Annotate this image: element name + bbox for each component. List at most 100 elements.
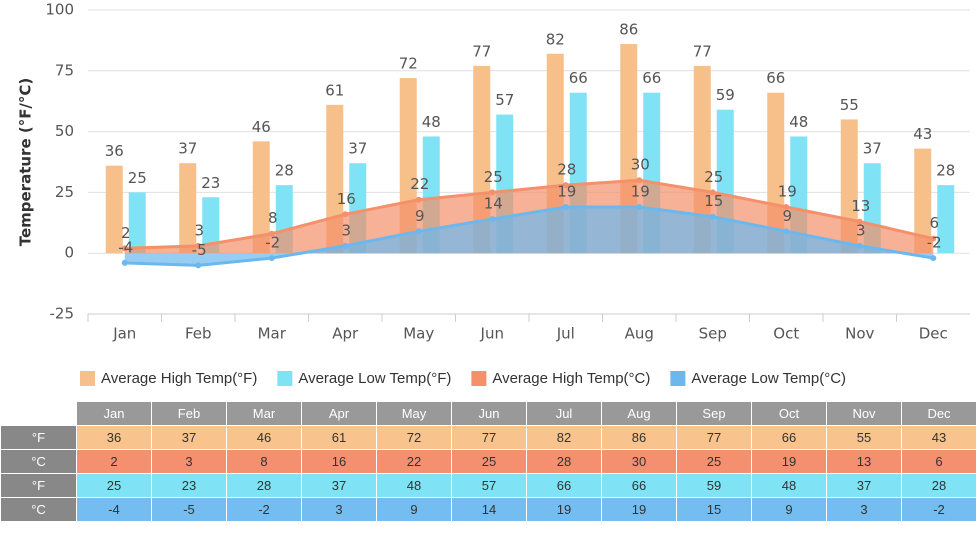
cell: 72 [376, 425, 452, 450]
point [709, 213, 716, 220]
cell: 55 [826, 425, 902, 450]
y-tick-label: 50 [55, 122, 74, 140]
point [342, 211, 349, 218]
table-row: °F 36 37 46 61 72 77 82 86 77 66 55 43 [0, 425, 977, 450]
x-tick-label: Sep [699, 325, 727, 343]
cell: -2 [226, 497, 302, 522]
point [636, 177, 643, 184]
legend-label: Average Low Temp(°F) [298, 370, 451, 387]
value-label: 14 [484, 195, 503, 213]
y-tick-label: -25 [50, 305, 75, 323]
value-label: 48 [789, 113, 808, 131]
y-tick-label: 75 [55, 61, 74, 79]
value-label: 82 [546, 30, 565, 48]
value-label: 66 [569, 69, 588, 87]
value-label: 22 [410, 175, 429, 193]
cell: 14 [451, 497, 527, 522]
point [342, 242, 349, 249]
value-label: 19 [778, 182, 797, 200]
bar [914, 148, 932, 254]
point [121, 245, 128, 252]
point [268, 255, 275, 262]
cell: 3 [301, 497, 377, 522]
value-label: 30 [631, 156, 650, 174]
legend-swatch [80, 371, 95, 386]
data-table: Jan Feb Mar Apr May Jun Jul Aug Sep Oct Nov Dec °F 36… [0, 401, 977, 522]
value-label: 28 [557, 161, 576, 179]
point [562, 203, 569, 210]
cell: 3 [826, 497, 902, 522]
column-header: Jan [76, 401, 152, 426]
point [489, 189, 496, 196]
cell: 48 [751, 473, 827, 498]
point [415, 228, 422, 235]
x-tick-label: Feb [185, 325, 212, 343]
cell: 2 [76, 449, 152, 474]
value-label: -2 [265, 234, 280, 252]
cell: -2 [901, 497, 977, 522]
cell: 25 [76, 473, 152, 498]
value-label: 77 [472, 42, 491, 60]
cell: 43 [901, 425, 977, 450]
cell: 36 [76, 425, 152, 450]
cell: -4 [76, 497, 152, 522]
line [124, 178, 934, 250]
point [709, 189, 716, 196]
header-row: Jan Feb Mar Apr May Jun Jul Aug Sep Oct Nov Dec [0, 401, 977, 426]
column-header: Jun [451, 401, 527, 426]
bar [937, 185, 955, 254]
legend-swatch [670, 371, 686, 386]
cell: -5 [151, 497, 227, 522]
value-label: 57 [495, 91, 514, 109]
value-label: 25 [484, 168, 503, 186]
value-label: 6 [929, 214, 939, 232]
column-header: Aug [601, 401, 677, 426]
row-label: °F [0, 425, 77, 450]
cell: 6 [901, 449, 977, 474]
value-label: 55 [840, 96, 859, 114]
value-label: -4 [118, 238, 133, 256]
point [195, 262, 202, 269]
value-label: 43 [913, 125, 932, 143]
cell: 13 [826, 449, 902, 474]
value-label: 9 [415, 207, 425, 225]
cell: 19 [601, 497, 677, 522]
value-label: 8 [268, 209, 278, 227]
x-tick-label: Apr [332, 325, 359, 343]
point [856, 242, 863, 249]
value-label: 9 [782, 207, 792, 225]
cell: 25 [451, 449, 527, 474]
legend-label: Average High Temp(°F) [101, 370, 257, 387]
value-label: 28 [275, 162, 294, 180]
point [489, 216, 496, 223]
value-label: 2 [121, 224, 131, 242]
x-tick-label: Oct [773, 325, 799, 343]
value-label: 25 [704, 168, 723, 186]
cell: 16 [301, 449, 377, 474]
x-tick-label: Dec [919, 325, 948, 343]
value-label: 77 [693, 42, 712, 60]
bar [252, 141, 270, 254]
value-label: 15 [704, 192, 723, 210]
value-label: 19 [631, 182, 650, 200]
table-row: °F 25 23 28 37 48 57 66 66 59 48 37 28 [0, 473, 977, 498]
cell: 9 [751, 497, 827, 522]
cell: 25 [676, 449, 752, 474]
corner [0, 401, 77, 426]
cell: 66 [526, 473, 602, 498]
value-label: 16 [337, 190, 356, 208]
cell: 9 [376, 497, 452, 522]
table-row: °C 2 3 8 16 22 25 28 30 25 19 13 6 [0, 449, 977, 474]
column-header: Dec [901, 401, 977, 426]
point [856, 218, 863, 225]
cell: 37 [151, 425, 227, 450]
value-label: 66 [766, 69, 785, 87]
legend-label: Average Low Temp(°C) [691, 370, 846, 387]
value-label: 37 [178, 140, 197, 158]
cell: 61 [301, 425, 377, 450]
value-label: 37 [348, 140, 367, 158]
point [195, 242, 202, 249]
point [415, 196, 422, 203]
x-tick-label: Jun [480, 325, 504, 343]
